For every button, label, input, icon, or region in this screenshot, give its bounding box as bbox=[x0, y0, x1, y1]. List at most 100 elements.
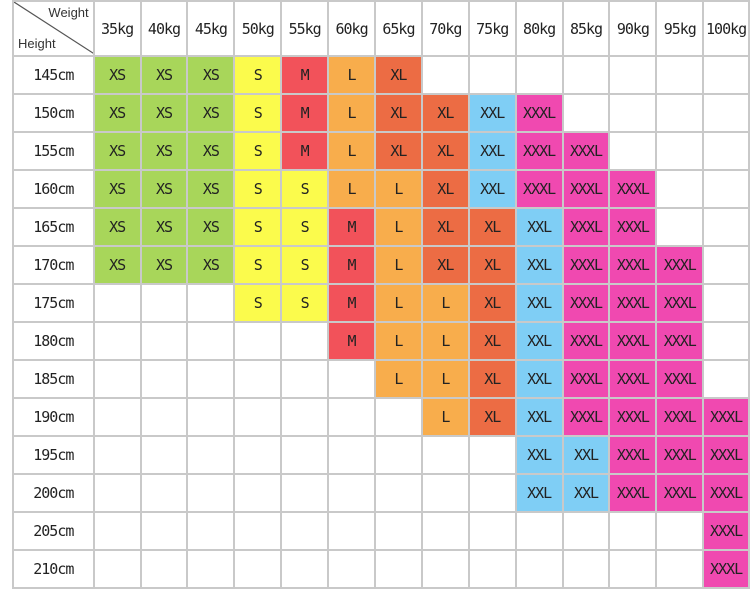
column-header: 35kg bbox=[92, 0, 142, 57]
size-cell: XXL bbox=[514, 435, 564, 475]
size-cell: XL bbox=[467, 321, 517, 361]
size-cell: XXXL bbox=[514, 93, 564, 133]
size-cell bbox=[280, 359, 330, 399]
column-header: 45kg bbox=[186, 0, 236, 57]
size-cell: S bbox=[233, 283, 283, 323]
size-cell: M bbox=[280, 131, 330, 171]
size-cell bbox=[374, 549, 423, 589]
row-header: 190cm bbox=[12, 397, 95, 437]
table-row: 155cm XS XS XS S M L XL XL XXL XXXL XXXL bbox=[12, 131, 750, 171]
size-cell bbox=[561, 93, 611, 133]
size-cell: XXXL bbox=[655, 283, 705, 323]
size-cell bbox=[561, 511, 611, 551]
column-header: 100kg bbox=[702, 0, 750, 57]
size-cell bbox=[186, 473, 236, 513]
table-body: 145cm XS XS XS S M L XL 150cm XS XS XS S M L XL XL XXL XXX… bbox=[12, 55, 750, 589]
size-cell bbox=[186, 321, 236, 361]
size-cell: XXL bbox=[467, 93, 517, 133]
table-row: 195cm XXL XXL XXXL XXXL XXXL bbox=[12, 435, 750, 475]
size-cell bbox=[467, 511, 517, 551]
size-cell: L bbox=[374, 359, 423, 399]
size-cell: XXXL bbox=[702, 473, 750, 513]
size-cell: XL bbox=[467, 207, 517, 247]
size-cell bbox=[420, 549, 470, 589]
size-cell bbox=[139, 283, 189, 323]
size-cell: S bbox=[233, 55, 283, 95]
size-cell: XXXL bbox=[514, 169, 564, 209]
size-cell: XXXL bbox=[655, 321, 705, 361]
size-cell: XL bbox=[420, 169, 470, 209]
size-cell: XS bbox=[92, 169, 142, 209]
size-cell: XXL bbox=[561, 435, 611, 475]
size-cell: XS bbox=[139, 169, 189, 209]
table-row: 145cm XS XS XS S M L XL bbox=[12, 55, 750, 95]
size-cell: XL bbox=[420, 245, 470, 285]
table-row: 165cm XS XS XS S S M L XL XL XXL XXXL XXXL bbox=[12, 207, 750, 247]
size-cell: XL bbox=[467, 397, 517, 437]
size-cell bbox=[233, 511, 283, 551]
row-header: 150cm bbox=[12, 93, 95, 133]
size-cell: XXL bbox=[514, 207, 564, 247]
size-cell: XS bbox=[92, 131, 142, 171]
size-cell: L bbox=[374, 321, 423, 361]
row-header: 145cm bbox=[12, 55, 95, 95]
header-row: Weight Height 35kg 40kg 45kg 50kg 55kg 60kg 65… bbox=[12, 0, 750, 57]
size-cell: L bbox=[374, 245, 423, 285]
size-cell: L bbox=[420, 359, 470, 399]
size-cell: XXXL bbox=[608, 435, 658, 475]
size-cell: XXL bbox=[514, 473, 564, 513]
size-cell: XL bbox=[374, 93, 423, 133]
size-cell: L bbox=[374, 169, 423, 209]
size-cell: XXXL bbox=[608, 207, 658, 247]
size-cell bbox=[186, 359, 236, 399]
size-cell: XXXL bbox=[608, 359, 658, 399]
row-header: 155cm bbox=[12, 131, 95, 171]
row-header: 160cm bbox=[12, 169, 95, 209]
size-cell: XS bbox=[92, 207, 142, 247]
column-header: 80kg bbox=[514, 0, 564, 57]
size-cell: XXXL bbox=[561, 321, 611, 361]
size-cell bbox=[139, 549, 189, 589]
table-row: 150cm XS XS XS S M L XL XL XXL XXXL bbox=[12, 93, 750, 133]
column-header: 95kg bbox=[655, 0, 705, 57]
size-cell: XL bbox=[420, 131, 470, 171]
size-cell bbox=[233, 321, 283, 361]
size-cell: XXXL bbox=[702, 511, 750, 551]
column-header: 70kg bbox=[420, 0, 470, 57]
size-cell bbox=[139, 321, 189, 361]
size-cell: L bbox=[420, 283, 470, 323]
size-cell bbox=[327, 397, 376, 437]
table-row: 200cm XXL XXL XXXL XXXL XXXL bbox=[12, 473, 750, 513]
size-cell bbox=[420, 435, 470, 475]
size-cell: L bbox=[327, 169, 376, 209]
size-cell bbox=[186, 283, 236, 323]
size-cell: M bbox=[327, 283, 376, 323]
size-cell: XL bbox=[467, 283, 517, 323]
size-cell: S bbox=[280, 207, 330, 247]
size-cell bbox=[280, 435, 330, 475]
size-cell bbox=[139, 435, 189, 475]
row-header: 210cm bbox=[12, 549, 95, 589]
size-cell: XS bbox=[186, 169, 236, 209]
size-cell: XXL bbox=[514, 283, 564, 323]
table-row: 170cm XS XS XS S S M L XL XL XXL XXXL XXXL XXXL bbox=[12, 245, 750, 285]
size-cell: L bbox=[374, 207, 423, 247]
size-cell: XS bbox=[92, 55, 142, 95]
size-cell bbox=[467, 435, 517, 475]
size-cell: XXL bbox=[514, 397, 564, 437]
size-cell bbox=[92, 359, 142, 399]
size-cell: XXXL bbox=[561, 169, 611, 209]
size-cell: XXL bbox=[561, 473, 611, 513]
size-cell: XL bbox=[420, 93, 470, 133]
size-cell bbox=[655, 169, 705, 209]
size-cell: XXL bbox=[514, 359, 564, 399]
size-cell: XXXL bbox=[561, 207, 611, 247]
size-cell: XS bbox=[139, 93, 189, 133]
size-cell: M bbox=[280, 55, 330, 95]
size-cell bbox=[702, 93, 750, 133]
size-cell bbox=[655, 511, 705, 551]
table-row: 160cm XS XS XS S S L L XL XXL XXXL XXXL XXXL bbox=[12, 169, 750, 209]
size-cell bbox=[608, 55, 658, 95]
row-header: 205cm bbox=[12, 511, 95, 551]
size-cell: XS bbox=[139, 131, 189, 171]
